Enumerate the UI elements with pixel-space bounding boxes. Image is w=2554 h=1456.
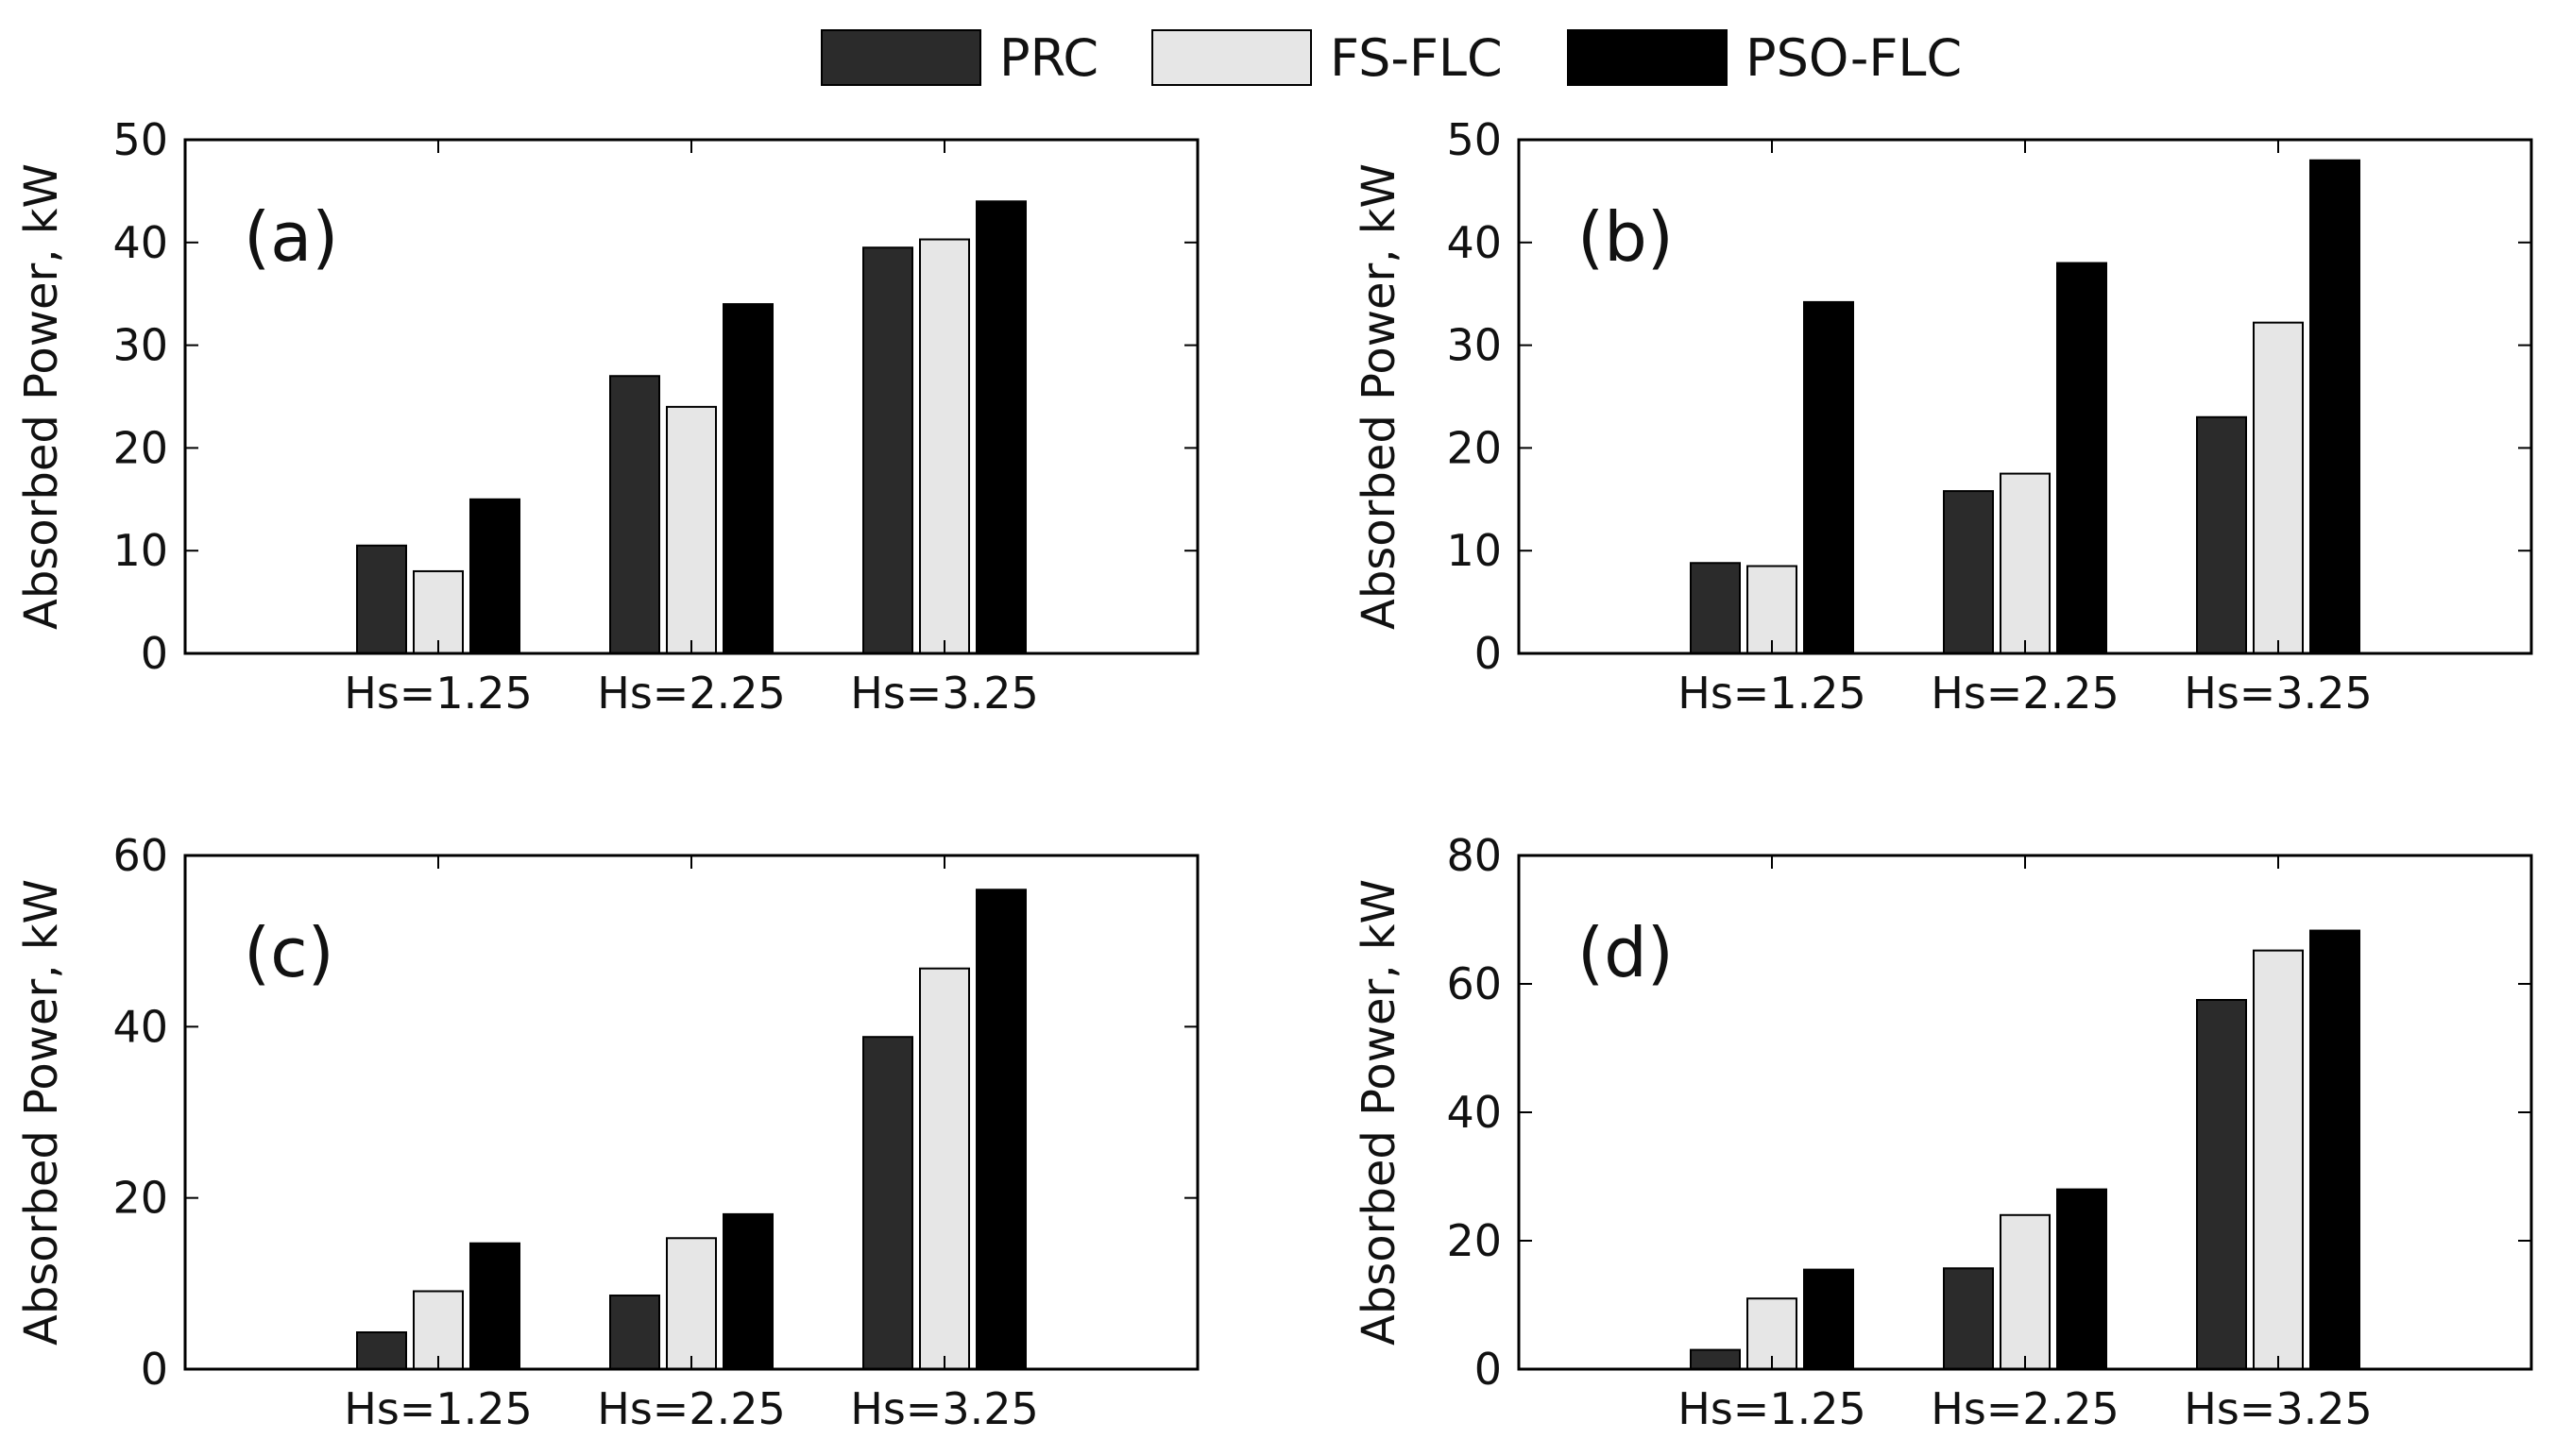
plot-frame bbox=[1517, 138, 2533, 655]
x-tick-label: Hs=1.25 bbox=[1677, 1383, 1866, 1434]
x-tick-label: Hs=2.25 bbox=[1931, 1383, 2120, 1434]
legend-swatch-prc bbox=[821, 29, 981, 86]
bar-pso-flc-hs-3.25 bbox=[2309, 159, 2360, 654]
bar-prc-hs-3.25 bbox=[862, 1036, 913, 1371]
panels: 0 10 20 30 40 50 Hs=1.25 Hs=2.25 Hs=3.25 (a) Absor… bbox=[15, 114, 2533, 1434]
chart-panel-d: 0 20 40 60 80 Hs=1.25 Hs=2.25 Hs=3.25 (d) Absorbe… bbox=[1353, 830, 2533, 1434]
bar-fs-flc-hs-3.25 bbox=[919, 238, 970, 654]
y-tick-label: 30 bbox=[1446, 320, 1502, 371]
y-tick-label: 0 bbox=[141, 1344, 168, 1395]
legend-swatch-pso-flc bbox=[1567, 29, 1728, 86]
y-tick-label: 60 bbox=[1446, 958, 1502, 1009]
y-tick-label: 0 bbox=[1474, 1344, 1502, 1395]
plot-frame bbox=[1517, 854, 2533, 1371]
y-tick-label: 0 bbox=[141, 628, 168, 679]
bar-pso-flc-hs-3.25 bbox=[2309, 929, 2360, 1370]
chart-panel-a: 0 10 20 30 40 50 Hs=1.25 Hs=2.25 Hs=3.25 (a) Absor… bbox=[15, 114, 1200, 719]
x-tick-label: Hs=3.25 bbox=[850, 668, 1039, 719]
bar-fs-flc-hs-3.25 bbox=[2253, 949, 2304, 1370]
bar-pso-flc-hs-2.25 bbox=[723, 1212, 774, 1370]
legend: PRC FS-FLC PSO-FLC bbox=[821, 28, 1962, 88]
bar-prc-hs-1.25 bbox=[356, 1331, 407, 1370]
chart-panel-c: 0 20 40 60 Hs=1.25 Hs=2.25 Hs=3.25 (c) Absorbed … bbox=[15, 830, 1200, 1434]
panel-label: (d) bbox=[1577, 913, 1674, 992]
panel-label: (a) bbox=[244, 197, 338, 277]
y-tick-label: 40 bbox=[112, 1001, 168, 1052]
y-tick-label: 20 bbox=[112, 422, 168, 473]
bar-fs-flc-hs-3.25 bbox=[919, 967, 970, 1371]
bar-prc-hs-2.25 bbox=[1943, 490, 1994, 655]
bar-fs-flc-hs-2.25 bbox=[2000, 1213, 2051, 1371]
bar-fs-flc-hs-2.25 bbox=[666, 1237, 717, 1371]
x-tick-label: Hs=1.25 bbox=[344, 1383, 533, 1434]
y-tick-label: 50 bbox=[1446, 114, 1502, 165]
bar-fs-flc-hs-3.25 bbox=[2253, 321, 2304, 654]
bar-prc-hs-1.25 bbox=[356, 544, 407, 655]
bar-pso-flc-hs-2.25 bbox=[2056, 1188, 2107, 1370]
bar-pso-flc-hs-1.25 bbox=[469, 1242, 520, 1370]
x-tick-label: Hs=1.25 bbox=[1677, 668, 1866, 719]
y-tick-label: 80 bbox=[1446, 830, 1502, 881]
chart-panel-b: 0 10 20 30 40 50 Hs=1.25 Hs=2.25 Hs=3.25 (b) Absor… bbox=[1353, 114, 2533, 719]
bar-prc-hs-1.25 bbox=[1690, 562, 1741, 654]
x-tick-label: Hs=3.25 bbox=[2184, 668, 2373, 719]
plot-frame bbox=[183, 138, 1200, 655]
legend-swatch-fs-flc bbox=[1151, 29, 1312, 86]
bar-prc-hs-2.25 bbox=[609, 1295, 660, 1370]
legend-label-prc: PRC bbox=[999, 28, 1098, 88]
bar-pso-flc-hs-2.25 bbox=[2056, 262, 2107, 654]
bar-fs-flc-hs-2.25 bbox=[666, 405, 717, 654]
bar-pso-flc-hs-3.25 bbox=[976, 200, 1027, 654]
x-tick-label: Hs=2.25 bbox=[597, 1383, 786, 1434]
legend-label-fs-flc: FS-FLC bbox=[1330, 28, 1503, 88]
y-axis-title: Absorbed Power, kW bbox=[1353, 163, 1405, 630]
y-tick-label: 40 bbox=[1446, 217, 1502, 268]
x-tick-label: Hs=3.25 bbox=[2184, 1383, 2373, 1434]
y-tick-label: 50 bbox=[112, 114, 168, 165]
bar-pso-flc-hs-2.25 bbox=[723, 303, 774, 654]
bar-pso-flc-hs-3.25 bbox=[976, 889, 1027, 1370]
panel-label: (c) bbox=[244, 913, 334, 992]
bar-fs-flc-hs-1.25 bbox=[413, 569, 464, 655]
bar-prc-hs-1.25 bbox=[1690, 1348, 1741, 1370]
bar-pso-flc-hs-1.25 bbox=[1803, 1268, 1854, 1370]
y-tick-label: 20 bbox=[1446, 1215, 1502, 1266]
bar-pso-flc-hs-1.25 bbox=[1803, 300, 1854, 654]
y-tick-label: 20 bbox=[112, 1173, 168, 1224]
bar-fs-flc-hs-1.25 bbox=[1746, 565, 1797, 655]
bar-fs-flc-hs-2.25 bbox=[2000, 472, 2051, 654]
y-tick-label: 20 bbox=[1446, 422, 1502, 473]
y-tick-label: 10 bbox=[112, 525, 168, 576]
y-tick-label: 10 bbox=[1446, 525, 1502, 576]
y-axis-title: Absorbed Power, kW bbox=[1353, 879, 1405, 1346]
y-tick-label: 30 bbox=[112, 320, 168, 371]
plot-frame bbox=[183, 854, 1200, 1371]
x-tick-label: Hs=3.25 bbox=[850, 1383, 1039, 1434]
bar-pso-flc-hs-1.25 bbox=[469, 498, 520, 654]
y-tick-label: 0 bbox=[1474, 628, 1502, 679]
bar-prc-hs-3.25 bbox=[2196, 999, 2247, 1370]
y-axis-title: Absorbed Power, kW bbox=[15, 163, 68, 630]
bar-prc-hs-2.25 bbox=[1943, 1267, 1994, 1370]
y-tick-label: 40 bbox=[112, 217, 168, 268]
y-axis-title: Absorbed Power, kW bbox=[15, 879, 68, 1346]
x-tick-label: Hs=1.25 bbox=[344, 668, 533, 719]
bar-prc-hs-3.25 bbox=[2196, 415, 2247, 655]
panel-label: (b) bbox=[1577, 197, 1674, 277]
legend-label-pso-flc: PSO-FLC bbox=[1745, 28, 1962, 88]
bar-prc-hs-3.25 bbox=[862, 246, 913, 654]
y-tick-label: 60 bbox=[112, 830, 168, 881]
x-tick-label: Hs=2.25 bbox=[1931, 668, 2120, 719]
x-tick-label: Hs=2.25 bbox=[597, 668, 786, 719]
bar-prc-hs-2.25 bbox=[609, 375, 660, 654]
y-tick-label: 40 bbox=[1446, 1087, 1502, 1138]
